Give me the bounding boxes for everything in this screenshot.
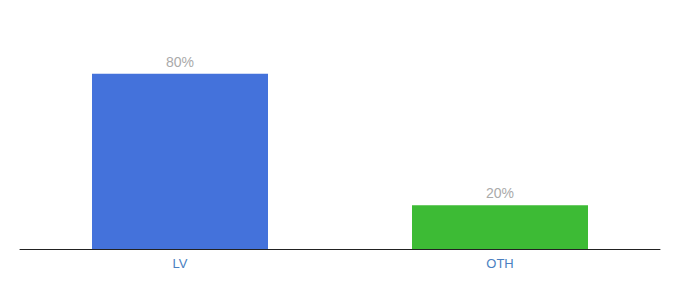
svg-text:20%: 20%	[486, 185, 514, 201]
svg-text:80%: 80%	[166, 54, 194, 70]
svg-text:OTH: OTH	[486, 256, 513, 271]
svg-text:LV: LV	[173, 256, 188, 271]
